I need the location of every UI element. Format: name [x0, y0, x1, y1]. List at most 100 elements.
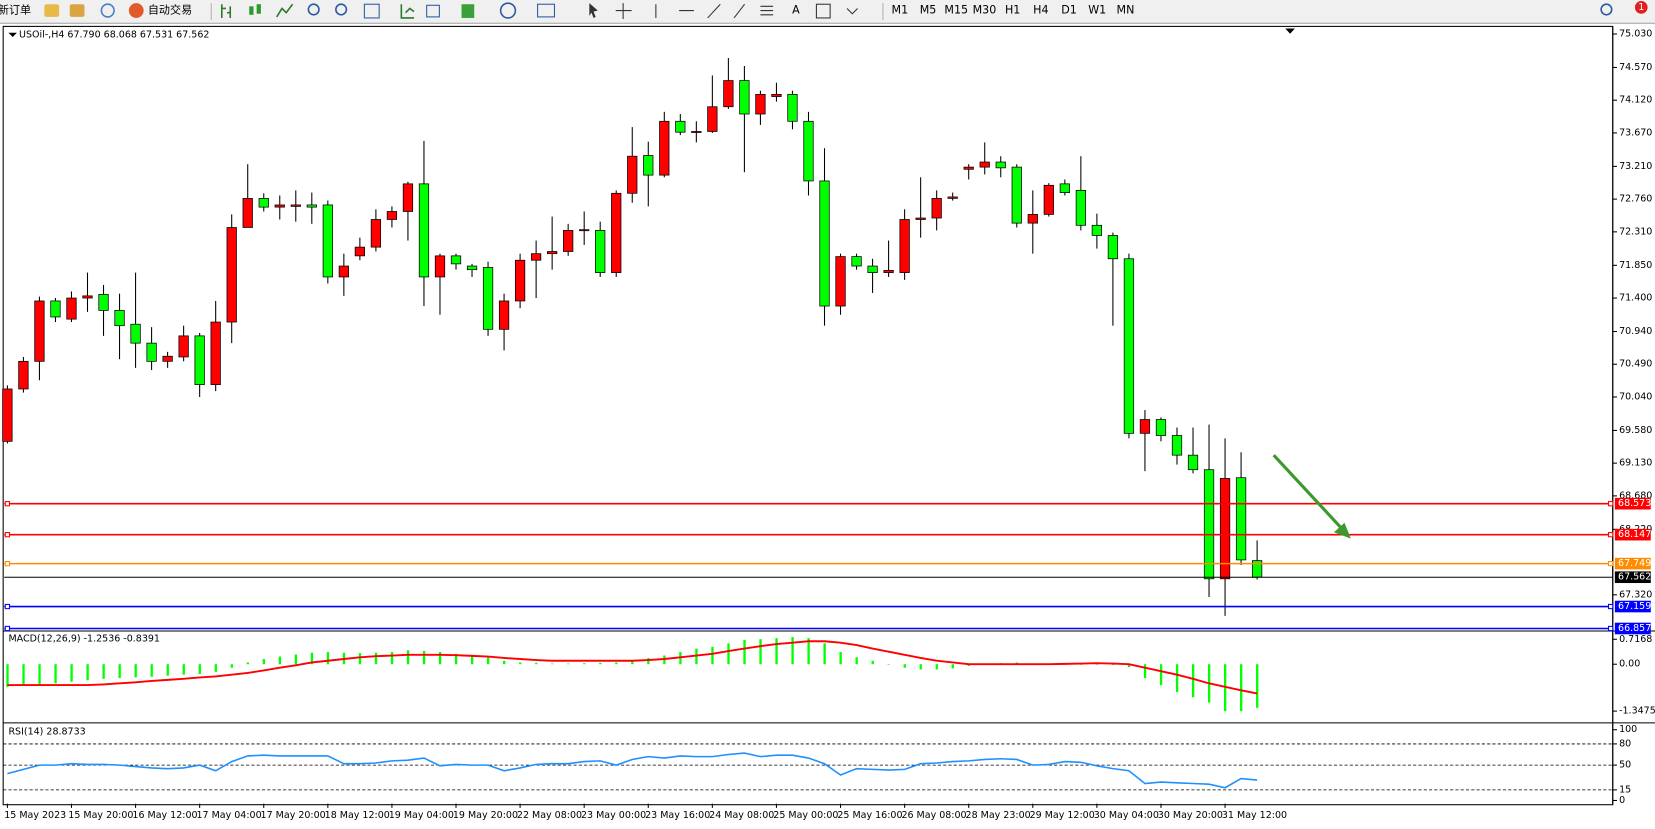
- search-icon[interactable]: [1600, 3, 1613, 16]
- bar-chart-icon[interactable]: [221, 4, 232, 18]
- macd-bar: [326, 652, 330, 665]
- icon[interactable]: [69, 4, 85, 17]
- crosshair-icon[interactable]: [615, 3, 632, 20]
- timeframe-button[interactable]: M1: [892, 4, 909, 17]
- candle-body: [979, 161, 990, 168]
- timeframe-button[interactable]: W1: [1088, 4, 1106, 17]
- y-tick-label: 69.130: [1619, 458, 1652, 469]
- icon[interactable]: [100, 3, 115, 18]
- level-label: 67.159: [1618, 601, 1651, 612]
- indicators-icon[interactable]: [461, 4, 475, 18]
- candle-body: [579, 229, 590, 232]
- candle-body: [1027, 214, 1038, 224]
- level-handle[interactable]: [4, 625, 11, 632]
- candle-body: [1043, 184, 1054, 215]
- x-tick-label: 16 May 12:00: [132, 810, 197, 821]
- templates-icon[interactable]: [537, 3, 556, 18]
- candle-body: [611, 192, 622, 273]
- timeframe-button[interactable]: D1: [1061, 4, 1077, 17]
- macd-bar: [150, 664, 153, 677]
- macd-bar: [727, 643, 730, 665]
- macd-bar: [118, 664, 121, 679]
- level-handle[interactable]: [4, 560, 11, 567]
- candle-body: [66, 297, 77, 320]
- icon[interactable]: [44, 4, 60, 17]
- timeframe-button[interactable]: H4: [1033, 4, 1048, 17]
- candle-body: [1107, 235, 1119, 260]
- draw-tools[interactable]: [655, 3, 746, 19]
- candle-body: [1139, 419, 1151, 434]
- macd-bar: [182, 664, 185, 675]
- level-label-box: [1614, 571, 1651, 584]
- cursor-icon[interactable]: [589, 3, 598, 18]
- level-handle[interactable]: [1608, 532, 1614, 538]
- level-handle[interactable]: [1608, 625, 1614, 632]
- candle-body: [18, 360, 29, 390]
- level-handle[interactable]: [4, 501, 11, 507]
- candle-icon[interactable]: [256, 4, 261, 14]
- auto-trading-button[interactable]: 自动交易: [148, 3, 192, 17]
- candle-body: [2, 388, 13, 442]
- annotation-arrow: [1272, 454, 1351, 539]
- level-label: 66.857: [1618, 623, 1651, 634]
- macd-bar: [855, 657, 858, 665]
- macd-bar: [615, 662, 618, 665]
- auto-trading-icon[interactable]: [128, 3, 144, 18]
- macd-bar: [1240, 664, 1243, 712]
- macd-bar: [70, 664, 73, 682]
- chart-menu-arrow[interactable]: [8, 32, 17, 37]
- candle-body: [947, 196, 958, 199]
- candle-icon[interactable]: [249, 6, 254, 15]
- zoom-out-icon[interactable]: [335, 3, 348, 16]
- new-order-button[interactable]: 新订单: [0, 3, 31, 17]
- candle-body: [915, 217, 926, 220]
- line-chart-icon[interactable]: [276, 3, 294, 18]
- candle-body: [659, 120, 670, 176]
- arrows-tool[interactable]: [846, 8, 858, 15]
- level-handle[interactable]: [1608, 560, 1614, 567]
- fibo-icon[interactable]: [760, 5, 774, 16]
- candle-body: [466, 265, 478, 271]
- periods-icon[interactable]: [499, 2, 517, 19]
- macd-bar: [919, 664, 922, 670]
- y-tick-label: 80: [1619, 738, 1631, 749]
- macd-bar: [390, 652, 394, 665]
- macd-bar: [374, 652, 378, 665]
- candle-body: [1075, 190, 1086, 226]
- x-tick-label: 30 May 04:00: [1094, 810, 1159, 821]
- macd-bar: [791, 637, 794, 665]
- timeframe-button[interactable]: MN: [1117, 4, 1135, 17]
- candle-body: [1155, 419, 1167, 436]
- candle-body: [771, 94, 782, 97]
- candle-body: [338, 265, 349, 278]
- x-tick-label: 17 May 04:00: [196, 810, 261, 821]
- candle-body: [194, 335, 205, 385]
- notification-badge[interactable]: [1634, 1, 1648, 14]
- macd-bar: [519, 662, 522, 665]
- timeframe-button[interactable]: M15: [944, 4, 968, 17]
- candle-body: [50, 300, 61, 318]
- label-tool[interactable]: [815, 3, 831, 19]
- level-handle[interactable]: [4, 603, 11, 610]
- text-tool[interactable]: A: [792, 4, 800, 17]
- zoom-in-icon[interactable]: [307, 3, 320, 16]
- timeframe-button[interactable]: M30: [973, 4, 997, 17]
- level-handle[interactable]: [1608, 501, 1614, 507]
- macd-bar: [551, 663, 554, 665]
- candle-body: [370, 219, 382, 248]
- candle-body: [114, 310, 125, 327]
- chart-shift-marker[interactable]: [1285, 28, 1295, 34]
- timeframe-button[interactable]: H1: [1005, 4, 1020, 17]
- candle-body: [498, 300, 510, 330]
- macd-bar: [647, 657, 650, 665]
- level-handle[interactable]: [4, 532, 11, 538]
- autoscroll-icon[interactable]: [400, 4, 415, 19]
- tile-icon[interactable]: [363, 3, 380, 19]
- candle-body: [819, 180, 830, 307]
- candle-body: [755, 94, 766, 115]
- candle-body: [434, 255, 446, 278]
- timeframe-button[interactable]: M5: [920, 4, 937, 17]
- shift-icon[interactable]: [426, 4, 440, 18]
- macd-bar: [278, 656, 282, 665]
- level-handle[interactable]: [1608, 603, 1614, 610]
